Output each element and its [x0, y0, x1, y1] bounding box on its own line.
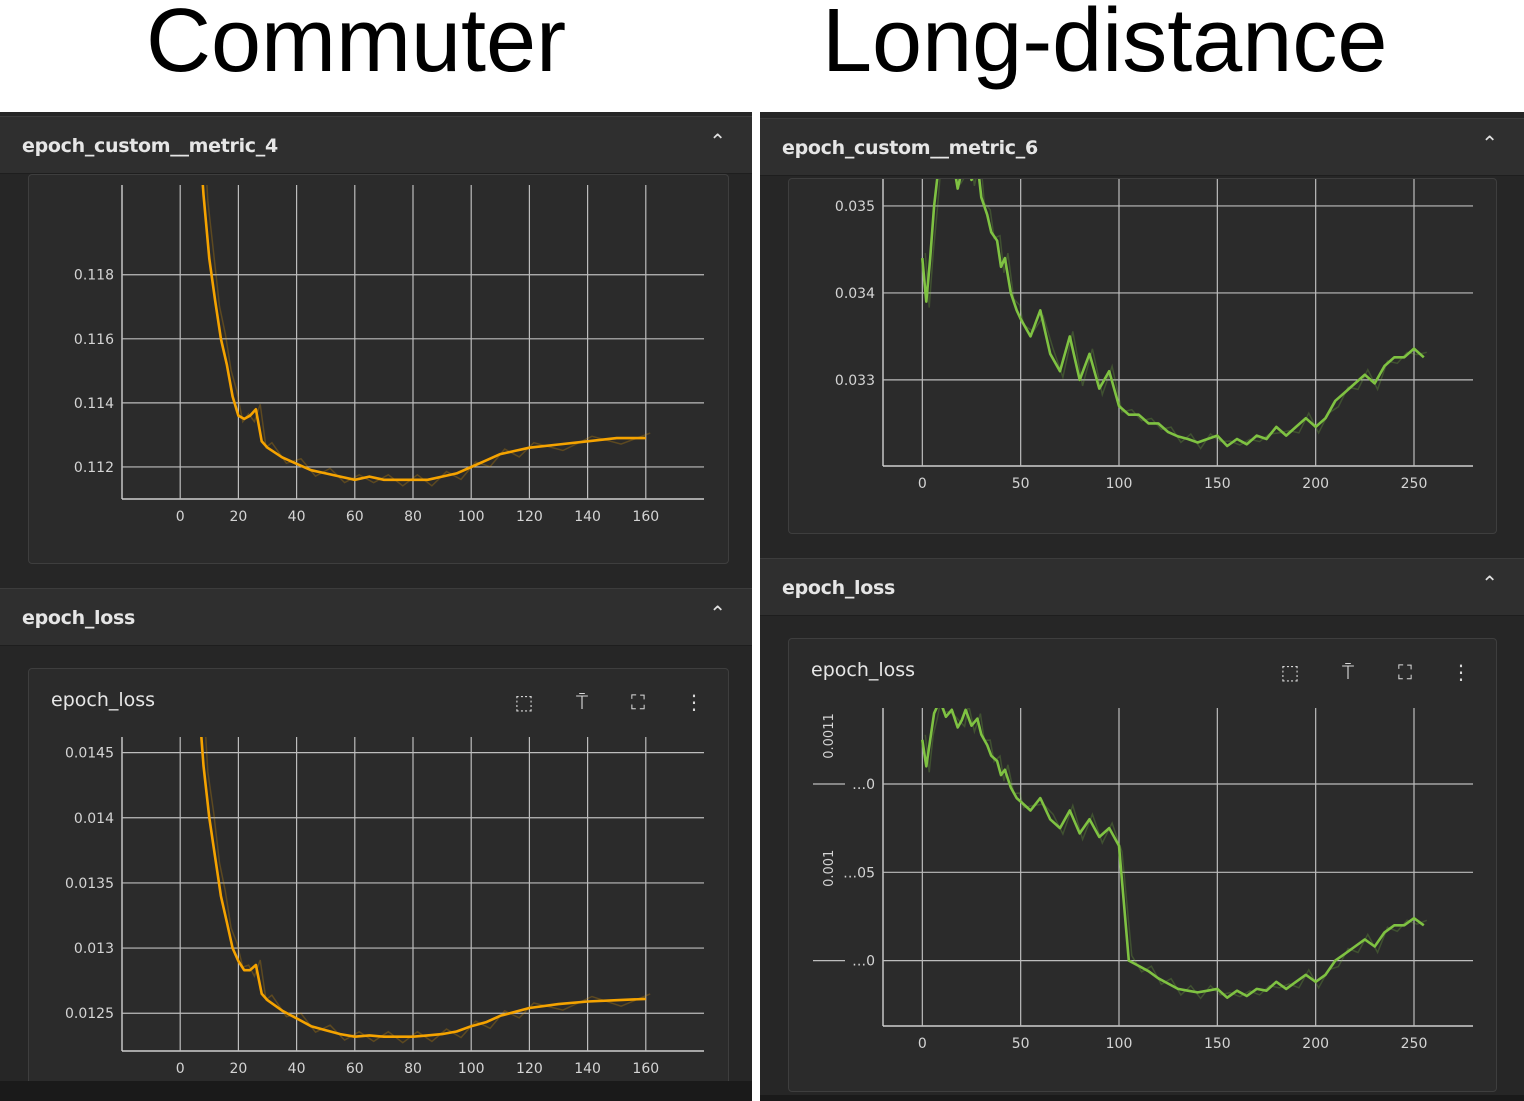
x-tick-label: 40 [288, 509, 306, 525]
series-line [921, 179, 1425, 448]
x-tick-label: 80 [404, 1061, 422, 1077]
section-label: epoch_custom__metric_4 [22, 135, 278, 157]
y-tick-label: 0.118 [74, 268, 114, 284]
x-tick-label: 50 [1012, 1036, 1030, 1052]
commuter-loss-section-header[interactable]: epoch_loss ⌃ [0, 588, 752, 646]
x-tick-label: 140 [574, 509, 601, 525]
long-distance-panel: epoch_custom__metric_6 ⌃ 0 50 100 150 200 250… [760, 112, 1524, 1101]
fullscreen-icon[interactable]: ⛶ [1398, 660, 1412, 684]
x-tick-label: 40 [288, 1061, 306, 1077]
x-tick-label: 60 [346, 509, 364, 525]
y-side-label: 0.0011 [822, 713, 837, 759]
x-tick-label: 100 [458, 1061, 485, 1077]
more-vert-icon[interactable]: ⋮ [1451, 660, 1471, 684]
x-tick-label: 200 [1302, 476, 1329, 492]
y-tick-label: 0.014 [74, 811, 114, 827]
chevron-up-icon[interactable]: ⌃ [1481, 571, 1498, 595]
card-title: epoch_loss [811, 659, 916, 681]
y-tick-label: 0.034 [835, 286, 875, 302]
y-tick-label: …0 [852, 954, 875, 970]
fullscreen-icon[interactable]: ⛶ [631, 690, 645, 714]
fit-domain-icon[interactable]: ⬚ [1280, 660, 1300, 684]
fit-domain-icon[interactable]: ⬚ [514, 690, 534, 714]
x-tick-label: 100 [458, 509, 485, 525]
card-title: epoch_loss [51, 689, 156, 711]
chevron-up-icon[interactable]: ⌃ [709, 129, 726, 153]
y-tick-label: 0.114 [74, 396, 114, 412]
commuter-metric-chart: 0 20 40 60 80 100 120 140 160 0.112 0.114 0.116 0.11… [74, 185, 704, 525]
x-tick-label: 250 [1401, 476, 1428, 492]
x-tick-label: 200 [1302, 1036, 1329, 1052]
long-distance-metric-card: 0 50 100 150 200 250 0.033 0.034 0.035 [788, 178, 1497, 534]
section-label: epoch_custom__metric_6 [782, 137, 1038, 159]
x-tick-label: 20 [229, 509, 247, 525]
series-line [200, 737, 646, 1039]
x-tick-label: 0 [918, 476, 927, 492]
commuter-loss-card: epoch_loss ⬚ ⍑ ⛶ ⋮ 0 20 40 60 80 100 120 140 160… [28, 668, 729, 1101]
long-distance-loss-chart: 0 50 100 150 200 250 …0 …05 …0 0.0011 0.001 [813, 708, 1473, 1052]
y-tick-label: 0.013 [74, 941, 114, 957]
y-tick-label: 0.0125 [65, 1006, 114, 1022]
raw-series-line [924, 708, 1428, 1000]
x-tick-label: 0 [176, 1061, 185, 1077]
x-tick-label: 120 [516, 509, 543, 525]
more-vert-icon[interactable]: ⋮ [684, 690, 704, 714]
x-tick-label: 50 [1012, 476, 1030, 492]
pin-icon[interactable]: ⍑ [1342, 660, 1354, 684]
x-tick-label: 100 [1106, 476, 1133, 492]
y-tick-label: …0 [852, 777, 875, 793]
raw-series-line [206, 185, 651, 487]
long-distance-loss-section-header[interactable]: epoch_loss ⌃ [760, 558, 1524, 616]
section-label: epoch_loss [22, 607, 136, 629]
commuter-metric-section-header[interactable]: epoch_custom__metric_4 ⌃ [0, 116, 752, 174]
series-line [921, 708, 1425, 1000]
x-tick-label: 150 [1204, 476, 1231, 492]
chevron-up-icon[interactable]: ⌃ [709, 601, 726, 625]
commuter-loss-chart: 0 20 40 60 80 100 120 140 160 0.0125 0.013 0.0135 0.… [65, 737, 704, 1077]
x-tick-label: 120 [516, 1061, 543, 1077]
x-tick-label: 20 [229, 1061, 247, 1077]
x-tick-label: 140 [574, 1061, 601, 1077]
long-distance-loss-card: epoch_loss ⬚ ⍑ ⛶ ⋮ 0 50 100 150 200 250 …0 …05 …… [788, 638, 1497, 1092]
x-tick-label: 160 [632, 1061, 659, 1077]
commuter-metric-card: 0 20 40 60 80 100 120 140 160 0.112 0.114 0.116 0.11… [28, 174, 729, 564]
y-tick-label: 0.0145 [65, 746, 114, 762]
commuter-title: Commuter [146, 0, 567, 91]
long-distance-metric-chart: 0 50 100 150 200 250 0.033 0.034 0.035 [835, 179, 1473, 492]
long-distance-metric-section-header[interactable]: epoch_custom__metric_6 ⌃ [760, 118, 1524, 176]
y-tick-label: 0.116 [74, 332, 114, 348]
x-tick-label: 80 [404, 509, 422, 525]
raw-series-line [205, 737, 651, 1044]
y-tick-label: 0.0135 [65, 876, 114, 892]
x-tick-label: 0 [918, 1036, 927, 1052]
y-side-label: 0.001 [822, 850, 837, 887]
bottom-bar [760, 1095, 1524, 1101]
y-tick-label: …05 [843, 865, 875, 881]
y-tick-label: 0.033 [835, 373, 875, 389]
x-tick-label: 100 [1106, 1036, 1133, 1052]
pin-icon[interactable]: ⍑ [576, 690, 588, 714]
commuter-panel: epoch_custom__metric_4 ⌃ 0 20 40 60 80 100 120… [0, 112, 752, 1101]
raw-series-line [924, 179, 1427, 450]
x-tick-label: 150 [1204, 1036, 1231, 1052]
x-tick-label: 250 [1401, 1036, 1428, 1052]
x-tick-label: 160 [632, 509, 659, 525]
chevron-up-icon[interactable]: ⌃ [1481, 131, 1498, 155]
long-distance-title: Long-distance [822, 0, 1388, 91]
x-tick-label: 0 [176, 509, 185, 525]
bottom-bar [0, 1081, 752, 1101]
y-tick-label: 0.112 [74, 460, 114, 476]
section-label: epoch_loss [782, 577, 896, 599]
series-line [201, 185, 646, 482]
y-tick-label: 0.035 [835, 199, 875, 215]
x-tick-label: 60 [346, 1061, 364, 1077]
